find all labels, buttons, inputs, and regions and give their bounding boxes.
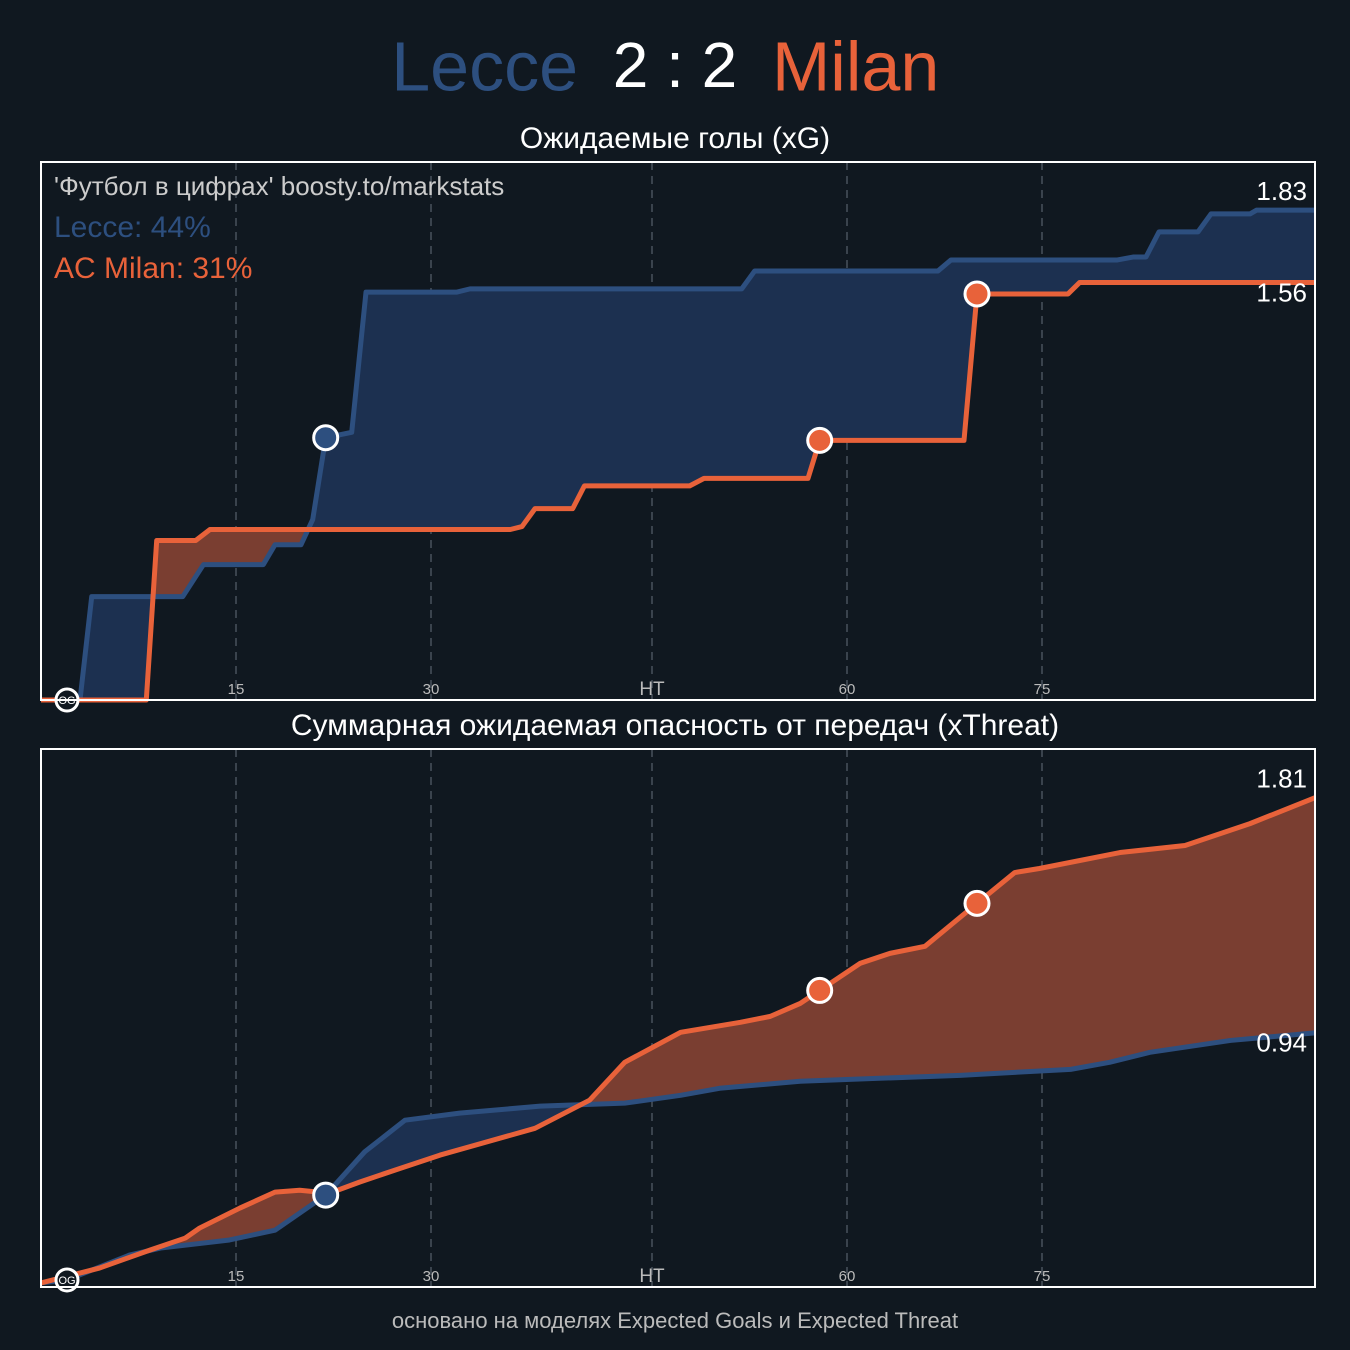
goal-marker <box>54 1267 80 1293</box>
end-value-label: 1.56 <box>1256 277 1307 307</box>
x-tick-label: 30 <box>423 681 440 698</box>
annotation: AC Milan: 31% <box>54 252 252 285</box>
panel-border <box>40 748 1316 1288</box>
x-tick-label: 60 <box>839 681 856 698</box>
x-tick-label: 15 <box>228 1268 245 1285</box>
goal-marker <box>806 426 834 454</box>
x-tick-label: HT <box>639 679 665 700</box>
x-tick-label: 75 <box>1034 1268 1051 1285</box>
away-team: Milan <box>772 27 939 105</box>
goal-label: OG <box>58 1275 75 1287</box>
annotation: 'Футбол в цифрах' boosty.to/markstats <box>54 171 504 201</box>
goal-marker <box>963 280 991 308</box>
x-tick-label: 60 <box>839 1268 856 1285</box>
home-team: Lecce <box>391 27 578 105</box>
series-line <box>41 207 1315 703</box>
goal-marker <box>806 976 834 1004</box>
panel-border <box>40 161 1316 701</box>
annotation: Lecce: 44% <box>54 211 211 244</box>
end-value-label: 0.94 <box>1256 1028 1307 1058</box>
chart-title: Суммарная ожидаемая опасность от передач… <box>291 709 1059 742</box>
footer: основано на моделях Expected Goals и Exp… <box>392 1308 958 1333</box>
end-value-label: 1.81 <box>1256 764 1307 794</box>
chart-title: Ожидаемые голы (xG) <box>520 122 830 155</box>
goal-marker <box>312 424 340 452</box>
end-value-label: 1.83 <box>1256 176 1307 206</box>
x-tick-label: 30 <box>423 1268 440 1285</box>
score: 2 : 2 <box>613 29 738 101</box>
x-tick-label: HT <box>639 1266 665 1287</box>
series-line <box>40 795 1316 1286</box>
x-tick-label: 75 <box>1034 681 1051 698</box>
goal-marker <box>963 889 991 917</box>
x-tick-label: 15 <box>228 681 245 698</box>
goal-marker <box>312 1181 340 1209</box>
